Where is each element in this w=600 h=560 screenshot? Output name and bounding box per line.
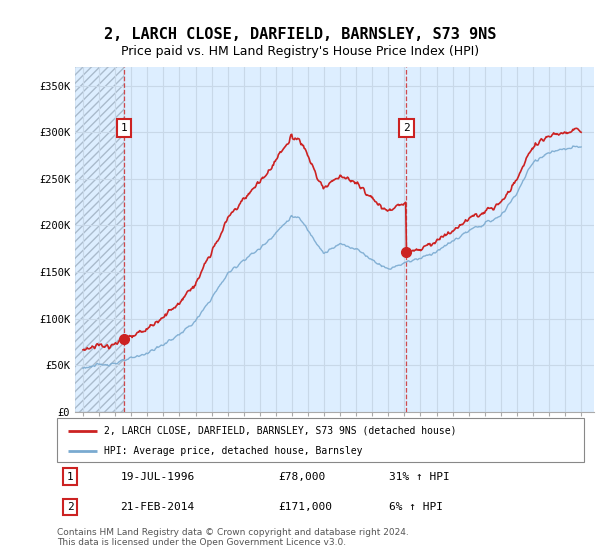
Text: 2: 2 (403, 123, 410, 133)
Text: 19-JUL-1996: 19-JUL-1996 (120, 472, 194, 482)
Text: £171,000: £171,000 (278, 502, 332, 512)
Text: 6% ↑ HPI: 6% ↑ HPI (389, 502, 443, 512)
Text: 1: 1 (67, 472, 74, 482)
FancyBboxPatch shape (57, 418, 584, 462)
Text: £78,000: £78,000 (278, 472, 326, 482)
Text: 2, LARCH CLOSE, DARFIELD, BARNSLEY, S73 9NS: 2, LARCH CLOSE, DARFIELD, BARNSLEY, S73 … (104, 27, 496, 42)
Text: 21-FEB-2014: 21-FEB-2014 (120, 502, 194, 512)
Bar (75, 67, 124, 412)
Bar (75, 67, 124, 412)
Text: 1: 1 (121, 123, 127, 133)
Text: Contains HM Land Registry data © Crown copyright and database right 2024.
This d: Contains HM Land Registry data © Crown c… (57, 528, 409, 547)
Text: Price paid vs. HM Land Registry's House Price Index (HPI): Price paid vs. HM Land Registry's House … (121, 45, 479, 58)
Text: 2, LARCH CLOSE, DARFIELD, BARNSLEY, S73 9NS (detached house): 2, LARCH CLOSE, DARFIELD, BARNSLEY, S73 … (104, 426, 457, 436)
Text: 31% ↑ HPI: 31% ↑ HPI (389, 472, 449, 482)
Text: 2: 2 (67, 502, 74, 512)
Text: HPI: Average price, detached house, Barnsley: HPI: Average price, detached house, Barn… (104, 446, 363, 456)
